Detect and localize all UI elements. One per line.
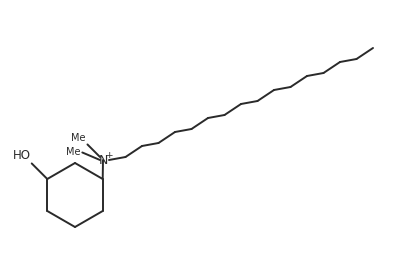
Text: Me: Me	[66, 147, 80, 157]
Text: N: N	[98, 154, 108, 167]
Text: HO: HO	[13, 149, 31, 163]
Text: Me: Me	[71, 133, 85, 143]
Text: +: +	[105, 151, 112, 160]
